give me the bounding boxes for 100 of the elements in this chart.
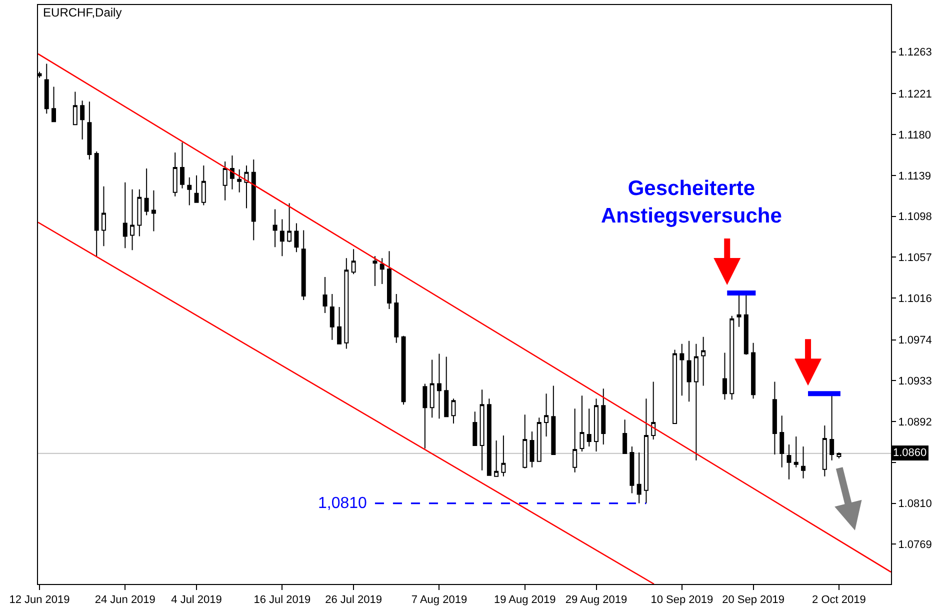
y-tick-label: 1.0892 [898,416,932,428]
candlestick [301,230,306,300]
candlestick [187,176,192,206]
candlestick [287,202,292,243]
candlestick [451,398,456,424]
candlestick [830,393,834,461]
candlestick [472,411,478,446]
x-tick-label: 12 Jun 2019 [9,594,70,606]
candlestick [801,446,806,479]
candlestick [380,258,384,285]
candlestick [794,436,798,468]
x-tick-label: 4 Jul 2019 [171,594,222,606]
candlestick [486,398,492,476]
candlestick [536,417,542,462]
candlestick [480,389,484,471]
candlestick [530,431,534,468]
candlestick [322,276,328,314]
candlestick [144,168,149,216]
candlestick [130,188,135,251]
candlestick [122,182,128,249]
candlestick [237,168,242,193]
candlestick [372,256,378,287]
ref-line-label: 1.0860 [893,447,927,459]
x-tick-label: 10 Sep 2019 [650,594,714,606]
candlestick [44,63,49,114]
candlestick [686,340,692,402]
candlestick [822,425,827,477]
y-tick-label: 1.1139 [898,170,932,182]
candlestick [294,222,299,253]
candlestick [701,336,706,386]
y-tick-label: 1.0810 [898,498,932,510]
candlestick [201,164,206,206]
x-tick-label: 7 Aug 2019 [411,594,468,606]
candlestick [94,150,99,257]
candlestick [672,349,678,424]
candlestick [337,306,342,344]
x-tick-label: 26 Jul 2019 [325,594,382,606]
candlestick [522,414,528,469]
candlestick [780,415,784,468]
y-tick-label: 1.1016 [898,292,932,305]
y-tick-label: 1.0933 [898,376,932,388]
candlestick [194,174,199,203]
candlestick [272,208,278,248]
candlestick [636,452,642,504]
candlestick [544,393,549,438]
candlestick [101,186,106,247]
candlestick [586,408,592,447]
candlestick [594,398,599,452]
candlestick [401,335,406,406]
candlestick [572,408,578,473]
annotation: 1,0810 [318,495,368,512]
candlestick [222,160,228,201]
candlestick [580,395,584,452]
candlestick [644,398,648,504]
chart-title: EURCHF,Daily [43,5,122,20]
annotation: Gescheiterte Anstiegsversuche [601,177,782,228]
x-tick-label: 24 Jun 2019 [94,594,156,606]
x-tick-label: 19 Aug 2019 [494,594,556,606]
candlestick [280,218,284,257]
candlestick [330,294,334,340]
x-tick-label: 29 Aug 2019 [565,594,628,606]
y-tick-label: 1.1057 [898,252,932,264]
candlestick [137,188,142,237]
candlestick [501,435,506,477]
candlestick [786,444,792,480]
candlestick [751,342,756,400]
candlestick [251,158,256,241]
y-tick-label: 1.0974 [898,334,932,347]
y-tick-label: 1.0769 [898,538,932,551]
candlestick [172,152,178,197]
candlestick [736,292,742,328]
candlestick [387,250,392,310]
candlestick [494,440,499,477]
candlestick [680,343,684,396]
candlestick [80,100,85,140]
candlestick [394,294,399,344]
candlestick [72,91,78,126]
candlestick [772,381,777,455]
candlestick [351,248,356,275]
candlestick [422,383,428,449]
y-tick-label: 1.1098 [898,211,932,224]
y-tick-label: 1.1221 [898,88,932,101]
candlestick [722,352,727,400]
candlestick [244,164,249,209]
candlestick [430,359,434,418]
x-tick-label: 20 Sep 2019 [722,594,784,606]
candlestick [344,258,349,350]
candlestick [52,86,56,122]
candlestick [744,292,748,356]
x-tick-label: 2 Oct 2019 [812,594,866,606]
candlestick [436,353,442,420]
candlestick [601,388,606,445]
candlestick [694,343,698,461]
candlestick [151,190,156,232]
candlestick [730,315,734,400]
y-tick-label: 1.1263 [898,46,932,59]
candlestick [180,142,184,189]
y-tick-label: 1.1180 [898,129,932,142]
candlestick [87,101,92,160]
candlestick [444,356,449,418]
